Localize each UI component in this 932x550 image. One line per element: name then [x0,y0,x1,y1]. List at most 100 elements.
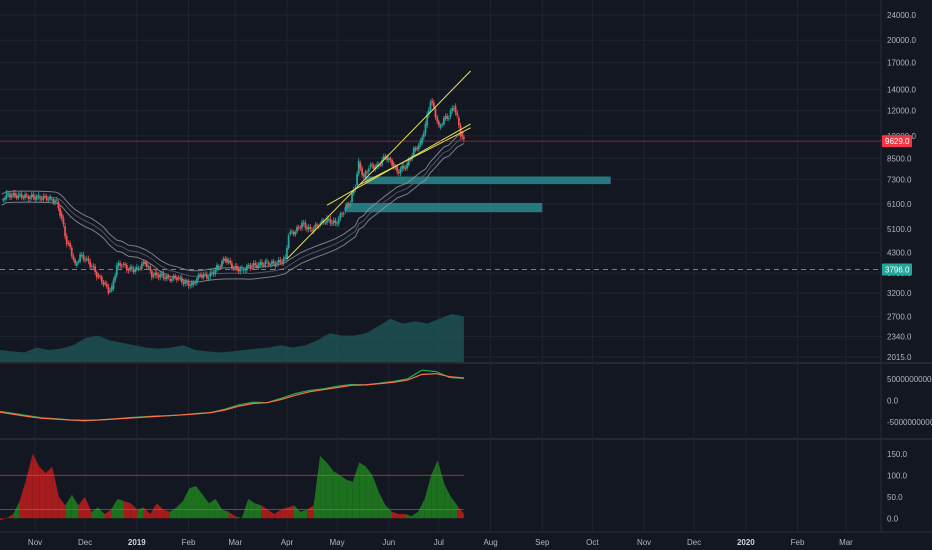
price-tick-label: 12000.0 [887,107,916,116]
x-tick-label: May [329,538,344,547]
candle-body [180,277,183,282]
oscillator-area-segment [32,453,40,519]
candle-body [117,262,120,266]
candle-body [79,254,81,262]
candle-body [424,124,427,134]
candle-body [80,254,83,256]
candle-body [40,198,43,200]
candle-body [124,263,127,266]
oscillator-area-segment [156,503,164,519]
oscillator-area-segment [117,498,125,519]
oscillator-area-segment [267,509,275,519]
price-tick-label: 17000.0 [887,59,916,68]
x-tick-label: Oct [586,538,599,547]
candle-body [55,199,58,201]
candle-body [327,218,330,220]
oscillator-area-segment [372,475,379,519]
support-zone[interactable] [365,176,611,185]
candle-body [417,144,420,150]
candle-body [462,136,465,140]
candle-body [434,108,437,118]
candle-body [49,196,51,200]
candle-body [304,222,307,228]
candle-body [149,266,152,271]
trend-line[interactable] [326,123,471,206]
candle-body [289,231,292,235]
support-zone[interactable] [345,202,543,213]
oscillator-area-segment [71,494,79,519]
candle-body [74,259,76,264]
candle-body [100,276,103,283]
candle-body [104,282,107,284]
candle-body [44,196,46,198]
candle-body [404,168,407,170]
oscillator-area-segment [189,486,196,519]
candle-body [95,272,98,278]
candle-body [145,262,148,267]
oscillator-area-segment [405,514,412,519]
candle-body [387,158,390,161]
macd-panel[interactable] [0,369,464,422]
trend-line[interactable] [286,70,471,260]
candle-body [87,258,90,262]
price-panel[interactable] [0,70,881,362]
current-price-label: 9629.0 [885,137,910,146]
candle-body [344,207,347,212]
candle-body [414,147,417,151]
candle-body [64,226,66,237]
volume-area [0,314,464,362]
x-tick-label: Feb [791,538,805,547]
candle-body [262,264,265,266]
price-tick-label: 24000.0 [887,11,916,20]
candle-body [401,166,404,170]
candle-body [75,262,78,266]
trend-line[interactable] [358,127,471,186]
candle-body [206,274,208,279]
oscillator-area-segment [19,479,27,519]
candle-body [19,193,21,195]
candle-body [371,164,373,166]
oscillator-area-segment [457,505,464,519]
candle-body [392,163,395,168]
candle-body [84,259,86,261]
candle-body [107,286,110,294]
candle-body [454,106,457,113]
candle-body [97,274,100,277]
candle-body [297,227,300,228]
candle-body [402,166,405,169]
candle-body [429,102,432,111]
candle-body [296,227,298,232]
oscillator-area-segment [424,475,432,519]
candle-body [384,156,387,158]
candle-body [129,267,132,270]
candle-body [192,282,195,285]
candle-body [127,270,130,271]
x-tick-label: Jul [434,538,444,547]
candle-body [277,259,280,264]
candle-body [147,266,150,268]
candle-body [347,204,350,206]
oscillator-panel[interactable] [0,453,464,521]
candle-body [362,174,365,177]
candle-body [397,171,400,174]
candle-body [381,159,384,166]
candle-body [286,247,288,259]
oscillator-area-segment [0,518,7,521]
candle-body [29,197,31,199]
oscillator-area-segment [359,462,366,519]
candle-body [359,163,362,169]
candle-body [396,166,399,172]
candle-body [339,213,342,219]
oscillator-area-segment [78,496,85,519]
candle-body [70,247,73,256]
oscillator-area-segment [215,498,223,519]
candle-body [120,265,123,267]
oscillator-tick-label: 50.0 [887,493,903,502]
candle-body [349,203,352,206]
oscillator-area-segment [222,509,229,519]
price-tick-label: 4300.0 [887,248,912,257]
candle-body [89,261,92,267]
